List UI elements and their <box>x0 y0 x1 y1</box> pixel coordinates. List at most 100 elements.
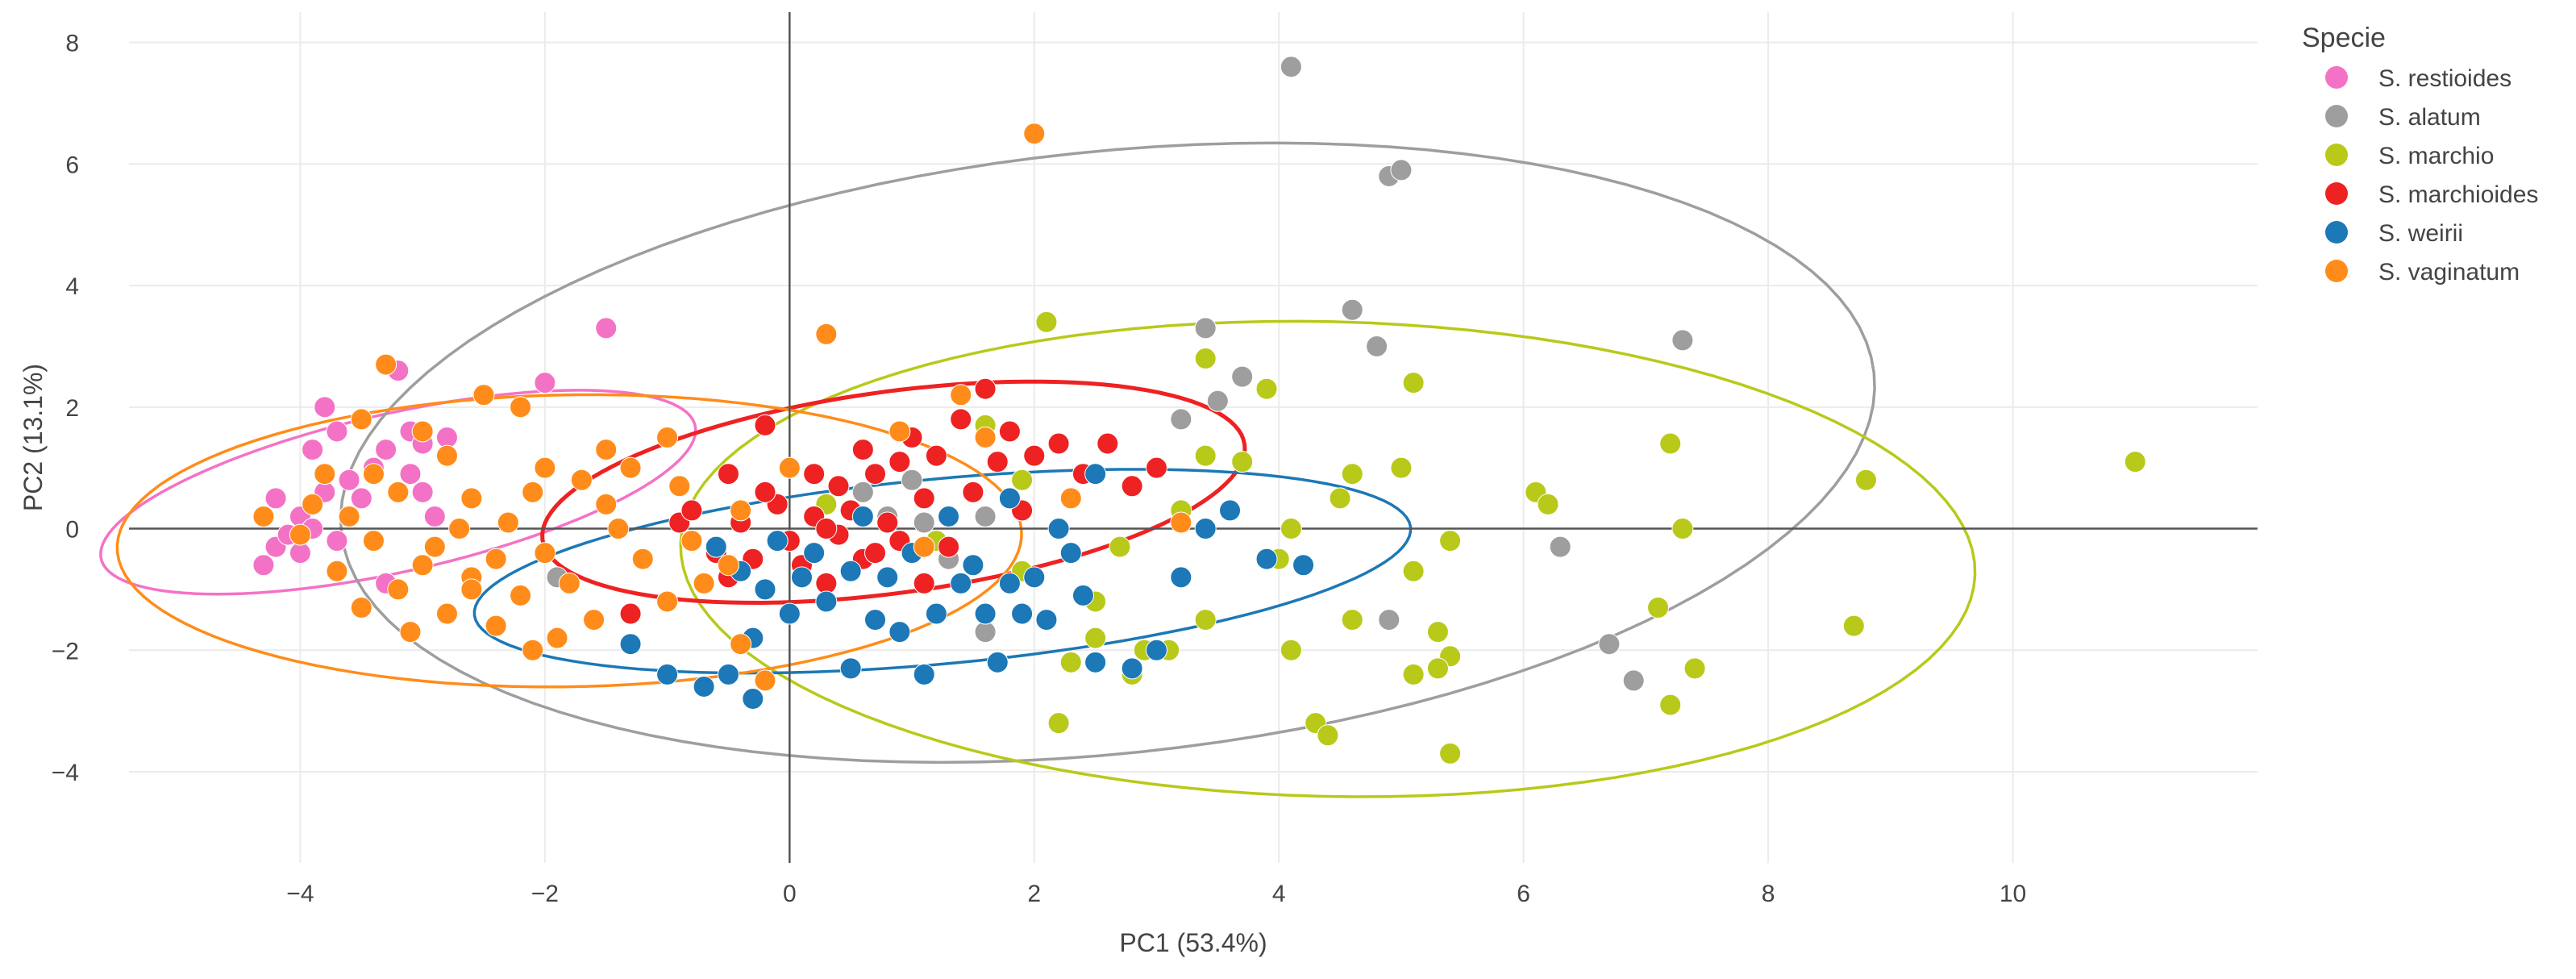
y-tick-label: 6 <box>65 152 79 178</box>
data-point <box>730 499 752 522</box>
data-point <box>901 469 923 491</box>
data-point <box>1671 518 1694 540</box>
legend-label: S. vaginatum <box>2378 259 2520 285</box>
data-point <box>1390 159 1413 181</box>
data-point <box>998 487 1021 510</box>
data-point <box>460 487 483 510</box>
data-point <box>1647 597 1670 619</box>
data-point <box>1023 444 1046 467</box>
data-point <box>1011 602 1034 625</box>
data-point <box>705 535 727 558</box>
data-point <box>754 578 776 601</box>
data-point <box>1280 56 1302 78</box>
data-point <box>1255 548 1278 570</box>
data-point <box>619 633 642 656</box>
data-point <box>1842 614 1865 637</box>
y-tick-label: 4 <box>65 273 79 300</box>
data-point <box>314 396 336 419</box>
data-point <box>302 493 324 515</box>
data-point <box>1023 123 1046 145</box>
data-point <box>1047 712 1070 735</box>
data-point <box>876 511 899 534</box>
data-point <box>913 487 935 510</box>
data-point <box>693 675 715 698</box>
data-point <box>1023 566 1046 589</box>
data-point <box>497 511 519 534</box>
data-point <box>264 487 287 510</box>
legend-items: S. restioides S. alatum S. marchio S. march… <box>2325 65 2538 285</box>
data-point <box>558 572 581 594</box>
data-point <box>1439 530 1462 552</box>
data-point <box>717 463 739 485</box>
data-point <box>338 505 360 527</box>
data-point <box>717 663 739 685</box>
data-point <box>411 420 434 443</box>
data-point <box>314 463 336 485</box>
data-point <box>864 609 887 631</box>
data-point <box>1121 475 1143 498</box>
data-point <box>1121 657 1143 680</box>
data-point <box>387 578 410 601</box>
x-axis-title: PC1 (53.4%) <box>1119 928 1267 957</box>
data-point <box>411 481 434 503</box>
data-point <box>1598 633 1621 656</box>
data-point <box>803 542 826 564</box>
data-point <box>974 427 997 448</box>
data-point <box>289 542 311 564</box>
data-point <box>289 523 311 546</box>
data-point <box>864 542 887 564</box>
data-point <box>1231 451 1254 473</box>
legend-label: S. weirii <box>2378 220 2463 247</box>
x-tick-label: 6 <box>1517 881 1530 907</box>
data-point <box>1402 560 1425 582</box>
data-point <box>619 602 642 625</box>
data-point <box>876 566 899 589</box>
data-point <box>460 578 483 601</box>
data-point <box>375 439 397 461</box>
data-point <box>435 427 458 448</box>
data-point <box>1231 365 1254 388</box>
data-point <box>1206 390 1229 412</box>
data-point <box>974 602 997 625</box>
data-point <box>888 451 911 473</box>
data-point <box>815 518 838 540</box>
x-tick-label: 4 <box>1272 881 1286 907</box>
data-point <box>399 621 422 644</box>
data-point <box>974 377 997 400</box>
data-point <box>913 663 935 685</box>
data-point <box>435 444 458 467</box>
data-point <box>1390 456 1413 479</box>
data-point <box>1194 348 1217 370</box>
data-point <box>851 505 874 527</box>
data-point <box>1280 518 1302 540</box>
data-point <box>1671 329 1694 352</box>
data-point <box>1280 639 1302 661</box>
data-point <box>680 499 703 522</box>
data-point <box>925 602 947 625</box>
data-point <box>742 688 764 710</box>
data-point <box>362 463 385 485</box>
data-point <box>974 505 997 527</box>
data-point <box>1426 621 1449 644</box>
data-point <box>448 518 471 540</box>
data-point <box>730 633 752 656</box>
data-point <box>510 584 532 606</box>
data-point <box>387 481 410 503</box>
data-point <box>435 602 458 625</box>
x-tick-label: 2 <box>1027 881 1041 907</box>
data-point <box>1109 535 1131 558</box>
data-point <box>962 481 984 503</box>
data-point <box>522 639 544 661</box>
data-point <box>839 560 862 582</box>
data-point <box>631 548 654 570</box>
data-point <box>1402 372 1425 394</box>
data-point <box>534 456 556 479</box>
data-point <box>252 505 275 527</box>
data-point <box>326 420 348 443</box>
y-tick-label: −2 <box>52 638 79 664</box>
data-point <box>1341 298 1363 321</box>
data-point <box>1194 518 1217 540</box>
data-point <box>1426 657 1449 680</box>
data-point <box>1035 609 1058 631</box>
